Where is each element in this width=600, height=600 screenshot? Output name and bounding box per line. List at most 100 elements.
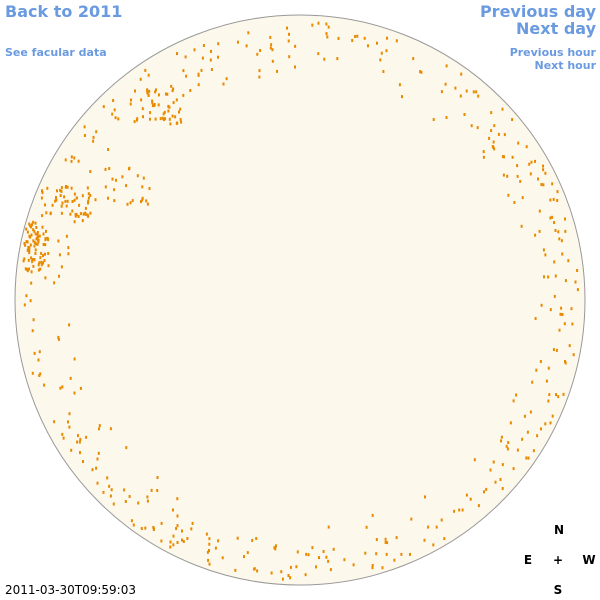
facula xyxy=(23,303,26,307)
facula xyxy=(26,230,29,234)
facula xyxy=(64,199,67,203)
facula xyxy=(37,263,40,267)
facula xyxy=(576,269,579,272)
facula xyxy=(201,56,204,60)
facula xyxy=(73,192,76,196)
facula xyxy=(29,235,32,239)
facula xyxy=(24,243,27,247)
facula xyxy=(520,224,523,228)
facula xyxy=(27,258,30,262)
facular-link[interactable]: See facular data xyxy=(5,46,107,59)
facula xyxy=(131,199,134,203)
facula xyxy=(160,539,163,543)
facula xyxy=(490,129,493,133)
facula xyxy=(519,179,522,183)
facula xyxy=(364,551,367,555)
facula xyxy=(225,77,228,81)
facula xyxy=(180,120,183,124)
facula xyxy=(311,23,314,27)
facula xyxy=(148,89,151,93)
facula xyxy=(511,118,514,121)
facula xyxy=(208,537,211,541)
facula xyxy=(89,193,92,197)
facula xyxy=(47,252,50,255)
facula xyxy=(59,386,62,390)
facula xyxy=(32,220,35,224)
facula xyxy=(287,574,290,577)
facula xyxy=(37,268,40,272)
facula xyxy=(208,549,210,552)
facula xyxy=(102,490,105,494)
facula xyxy=(256,569,259,573)
next-hour-link[interactable]: Next hour xyxy=(535,59,597,72)
facula xyxy=(37,358,40,362)
facula xyxy=(28,246,31,250)
facula xyxy=(197,83,200,87)
facula xyxy=(503,133,506,137)
facula xyxy=(258,69,261,73)
facula xyxy=(171,114,174,118)
facula xyxy=(171,89,174,93)
facula xyxy=(106,476,109,480)
facula xyxy=(172,101,175,105)
facula xyxy=(31,223,33,227)
facula xyxy=(409,552,411,556)
facula xyxy=(130,98,132,102)
facula xyxy=(64,185,67,189)
back-year-link[interactable]: Back to 2011 xyxy=(5,2,122,21)
facula xyxy=(542,164,544,168)
facula xyxy=(111,112,114,116)
facula xyxy=(98,427,100,431)
facula xyxy=(175,98,178,102)
facula xyxy=(172,534,175,538)
facula xyxy=(523,414,526,418)
facula xyxy=(73,357,76,361)
next-day-link[interactable]: Next day xyxy=(516,19,597,38)
compass-north: N xyxy=(554,523,564,537)
facula xyxy=(43,259,46,262)
facula xyxy=(375,552,378,556)
facula xyxy=(318,556,320,560)
facula xyxy=(77,215,80,218)
facula xyxy=(463,113,466,116)
timestamp: 2011-03-30T09:59:03 xyxy=(5,583,136,597)
facula xyxy=(256,52,259,56)
facula xyxy=(69,376,72,380)
facula xyxy=(567,259,570,263)
facula xyxy=(207,558,210,562)
previous-hour-link[interactable]: Previous hour xyxy=(510,46,597,59)
facula xyxy=(84,206,87,210)
facula xyxy=(179,118,182,121)
facula xyxy=(24,267,27,271)
facula xyxy=(544,253,547,257)
facula xyxy=(34,242,37,245)
facula xyxy=(57,335,60,339)
facula xyxy=(247,31,250,35)
facula xyxy=(531,380,534,384)
facula xyxy=(73,391,76,395)
facula xyxy=(68,323,71,327)
facula xyxy=(30,281,33,285)
facula xyxy=(141,198,144,202)
facula xyxy=(57,337,60,341)
facula xyxy=(172,87,175,91)
facula xyxy=(140,98,143,102)
facula xyxy=(526,430,529,434)
facula xyxy=(163,110,166,114)
facula xyxy=(167,104,170,108)
facula xyxy=(202,44,205,47)
facula xyxy=(167,109,170,113)
facula xyxy=(67,246,70,250)
previous-day-link[interactable]: Previous day xyxy=(480,2,597,21)
facula xyxy=(181,538,183,542)
facula xyxy=(75,213,78,217)
facula xyxy=(553,294,556,298)
facula xyxy=(141,107,144,111)
facula xyxy=(376,41,378,45)
facula xyxy=(222,82,225,86)
facula xyxy=(288,32,290,36)
facula xyxy=(564,217,566,221)
facula xyxy=(556,190,559,194)
facula xyxy=(146,495,149,499)
